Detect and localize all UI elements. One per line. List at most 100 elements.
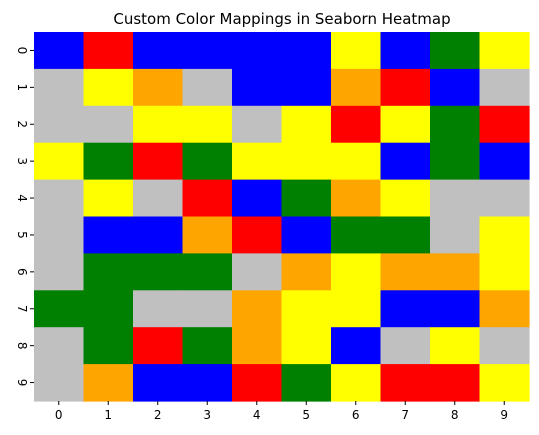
heatmap-cell-r8-c5: [281, 327, 332, 365]
heatmap-cell-r0-c5: [281, 32, 332, 70]
heatmap-cell-r5-c2: [133, 216, 184, 254]
heatmap-cell-r6-c2: [133, 253, 184, 291]
heatmap-cell-r1-c6: [331, 68, 382, 107]
heatmap-cell-r4-c9: [479, 179, 530, 218]
x-tick-label-8: 8: [451, 408, 459, 422]
heatmap-cell-r6-c3: [182, 253, 233, 291]
heatmap-cell-r8-c1: [83, 327, 134, 365]
heatmap-cell-r2-c9: [479, 105, 530, 144]
heatmap-cell-r9-c5: [281, 364, 332, 402]
heatmap-cell-r4-c6: [331, 179, 382, 218]
y-tick-label-4: 4: [15, 194, 29, 202]
heatmap-cell-r1-c4: [232, 68, 283, 107]
heatmap-cell-r6-c5: [281, 253, 332, 291]
heatmap-cell-r5-c3: [182, 216, 233, 254]
heatmap-cell-r7-c4: [232, 290, 283, 328]
y-tick-label-5: 5: [15, 231, 29, 239]
x-tick-label-9: 9: [500, 408, 508, 422]
heatmap-cell-r1-c3: [182, 68, 233, 107]
heatmap-cell-r5-c8: [430, 216, 481, 254]
heatmap-cell-r1-c7: [380, 68, 431, 107]
heatmap-cell-r5-c5: [281, 216, 332, 254]
chart-title: Custom Color Mappings in Seaborn Heatmap: [113, 10, 450, 28]
heatmap-cell-r3-c9: [479, 142, 530, 181]
heatmap-cell-r2-c0: [34, 105, 85, 144]
heatmap-cell-r4-c2: [133, 179, 184, 218]
heatmap-cell-r4-c0: [34, 179, 85, 218]
x-tick-label-5: 5: [302, 408, 310, 422]
heatmap-cell-r8-c7: [380, 327, 431, 365]
heatmap-cell-r2-c4: [232, 105, 283, 144]
heatmap-cell-r6-c1: [83, 253, 134, 291]
heatmap-cell-r9-c0: [34, 364, 85, 402]
y-axis: 0 1 2 3 4 5 6 7 8 9: [15, 47, 34, 387]
x-tick-label-2: 2: [154, 408, 162, 422]
x-tick-label-3: 3: [203, 408, 211, 422]
heatmap-cell-r9-c3: [182, 364, 233, 402]
heatmap-cell-r2-c1: [83, 105, 134, 144]
heatmap-cell-r9-c6: [331, 364, 382, 402]
heatmap-cell-r7-c2: [133, 290, 184, 328]
heatmap-cell-r9-c9: [479, 364, 530, 402]
y-tick-label-7: 7: [15, 305, 29, 313]
heatmap-cell-r0-c2: [133, 32, 184, 70]
heatmap-cell-r0-c8: [430, 32, 481, 70]
heatmap-cell-r3-c3: [182, 142, 233, 181]
x-tick-label-0: 0: [55, 408, 63, 422]
heatmap-cell-r3-c1: [83, 142, 134, 181]
heatmap-cell-r5-c7: [380, 216, 431, 254]
heatmap-cell-r4-c5: [281, 179, 332, 218]
heatmap-cell-r7-c6: [331, 290, 382, 328]
heatmap-cell-r5-c4: [232, 216, 283, 254]
heatmap-cell-r6-c8: [430, 253, 481, 291]
heatmap-cell-r1-c1: [83, 68, 134, 107]
heatmap-cell-r9-c4: [232, 364, 283, 402]
heatmap-cell-r2-c3: [182, 105, 233, 144]
heatmap-cell-r6-c4: [232, 253, 283, 291]
heatmap-cells: [34, 32, 530, 402]
x-tick-label-4: 4: [253, 408, 261, 422]
heatmap-cell-r3-c5: [281, 142, 332, 181]
x-tick-label-6: 6: [352, 408, 360, 422]
heatmap-cell-r0-c9: [479, 32, 530, 70]
heatmap-cell-r3-c0: [34, 142, 85, 181]
heatmap-cell-r6-c7: [380, 253, 431, 291]
heatmap-cell-r1-c8: [430, 68, 481, 107]
heatmap-cell-r6-c0: [34, 253, 85, 291]
heatmap-cell-r8-c4: [232, 327, 283, 365]
heatmap-cell-r1-c0: [34, 68, 85, 107]
heatmap-cell-r1-c2: [133, 68, 184, 107]
x-axis: 0 1 2 3 4 5 6 7 8 9: [55, 401, 508, 422]
heatmap-cell-r7-c5: [281, 290, 332, 328]
y-tick-label-9: 9: [15, 379, 29, 387]
heatmap-cell-r6-c6: [331, 253, 382, 291]
y-tick-label-2: 2: [15, 120, 29, 128]
heatmap-cell-r2-c2: [133, 105, 184, 144]
heatmap-cell-r4-c3: [182, 179, 233, 218]
heatmap-cell-r8-c3: [182, 327, 233, 365]
heatmap-cell-r2-c5: [281, 105, 332, 144]
y-tick-label-1: 1: [15, 84, 29, 92]
heatmap-cell-r4-c1: [83, 179, 134, 218]
heatmap-cell-r1-c9: [479, 68, 530, 107]
heatmap-cell-r7-c0: [34, 290, 85, 328]
heatmap-cell-r0-c6: [331, 32, 382, 70]
heatmap-cell-r2-c8: [430, 105, 481, 144]
heatmap-cell-r9-c2: [133, 364, 184, 402]
heatmap-cell-r0-c7: [380, 32, 431, 70]
heatmap-cell-r8-c9: [479, 327, 530, 365]
heatmap-cell-r9-c7: [380, 364, 431, 402]
heatmap-cell-r8-c6: [331, 327, 382, 365]
heatmap-cell-r8-c2: [133, 327, 184, 365]
heatmap-cell-r2-c7: [380, 105, 431, 144]
heatmap-cell-r5-c9: [479, 216, 530, 254]
x-tick-label-7: 7: [401, 408, 409, 422]
heatmap-cell-r7-c3: [182, 290, 233, 328]
y-tick-label-8: 8: [15, 342, 29, 350]
heatmap-cell-r5-c1: [83, 216, 134, 254]
heatmap-cell-r0-c4: [232, 32, 283, 70]
heatmap-cell-r4-c4: [232, 179, 283, 218]
heatmap-cell-r9-c8: [430, 364, 481, 402]
heatmap-cell-r3-c8: [430, 142, 481, 181]
